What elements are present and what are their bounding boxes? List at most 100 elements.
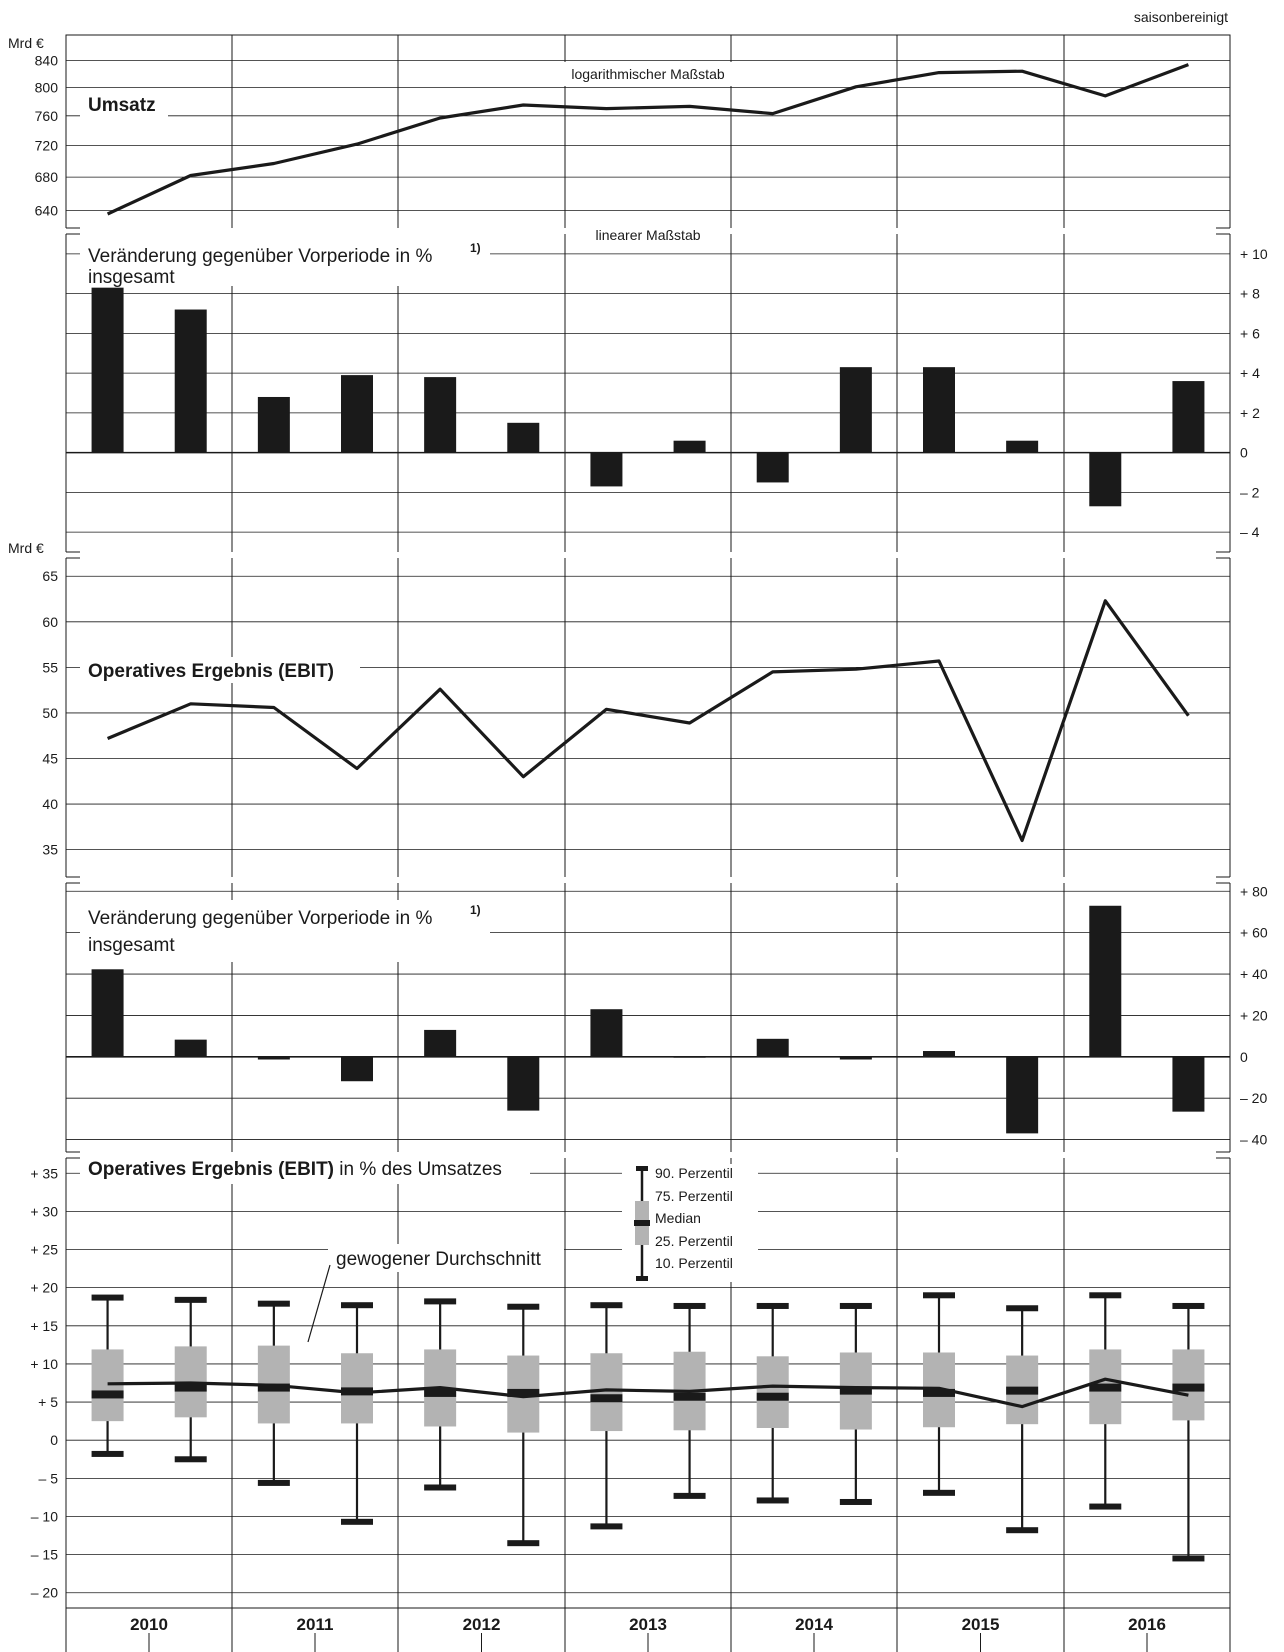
y-tick-label: – 5	[39, 1470, 59, 1486]
ebit-line	[106, 599, 1190, 843]
y-tick-label: – 20	[31, 1585, 58, 1601]
y-tick-label: 760	[35, 108, 59, 124]
legend-entry: Median	[655, 1210, 701, 1226]
year-label: 2015	[962, 1615, 1000, 1634]
y-tick-label: 40	[42, 796, 58, 812]
y-tick-label: + 15	[30, 1318, 58, 1334]
box-p10-cap	[341, 1518, 373, 1525]
change-bar	[1172, 381, 1205, 453]
panel-title: Veränderung gegenüber Vorperiode in %	[88, 246, 432, 267]
label-bg	[80, 1158, 530, 1184]
change-bar	[673, 440, 706, 453]
unit-label: Mrd €	[8, 35, 44, 51]
box-median	[507, 1388, 540, 1397]
change-bar	[1006, 440, 1039, 453]
change-bar	[424, 1029, 457, 1057]
y-tick-label: 840	[35, 53, 59, 69]
change-bar	[1089, 452, 1122, 507]
label-bg	[540, 62, 756, 86]
change-bar	[257, 396, 290, 453]
y-tick-label: + 35	[30, 1165, 58, 1181]
box-p10-cap	[756, 1497, 789, 1504]
change-bar	[174, 309, 207, 453]
y-tick-label: 640	[35, 203, 59, 219]
box-iqr	[756, 1356, 789, 1428]
box-p90-cap	[673, 1302, 706, 1309]
change-bar	[341, 1056, 373, 1082]
panel-gap	[65, 552, 1231, 558]
change-bar	[507, 422, 540, 453]
y-tick-label: + 6	[1240, 325, 1260, 341]
box-median	[756, 1392, 789, 1401]
change-bar	[839, 367, 872, 453]
box-p90-cap	[257, 1300, 290, 1307]
y-tick-label: – 15	[31, 1547, 58, 1563]
y-tick-label: – 2	[1240, 484, 1260, 500]
panel-title-suffix: in % des Umsatzes	[334, 1159, 502, 1180]
legend-entry: 75. Perzentil	[655, 1188, 733, 1204]
y-tick-label: + 20	[1240, 1007, 1268, 1023]
change-bar	[839, 1056, 872, 1060]
y-tick-label: + 8	[1240, 286, 1260, 302]
scale-label: logarithmischer Maßstab	[571, 66, 724, 82]
weighted-avg-line	[107, 1377, 1189, 1409]
box-p90-cap	[1172, 1302, 1205, 1309]
y-tick-label: 45	[42, 751, 58, 767]
change-bar	[590, 452, 623, 487]
label-bg	[80, 900, 490, 962]
note-label: saisonbereinigt	[1134, 9, 1228, 25]
y-tick-label: + 10	[30, 1356, 58, 1372]
box-median	[923, 1388, 955, 1397]
box-p90-cap	[923, 1292, 955, 1299]
year-label: 2013	[629, 1615, 667, 1634]
y-tick-label: + 25	[30, 1242, 58, 1258]
change-bar	[923, 1051, 955, 1057]
change-bar	[1172, 1056, 1205, 1112]
box-p10-cap	[424, 1484, 457, 1491]
panel-title: Veränderung gegenüber Vorperiode in %	[88, 908, 432, 929]
box-median	[673, 1392, 706, 1401]
legend-entry: 25. Perzentil	[655, 1233, 733, 1249]
box-p10-cap	[1089, 1503, 1122, 1510]
legend-entry: 90. Perzentil	[655, 1165, 733, 1181]
legend-entry: 10. Perzentil	[655, 1255, 733, 1271]
box-p10-cap	[91, 1450, 124, 1457]
unit-label: Mrd €	[8, 540, 44, 556]
change-bar	[507, 1056, 540, 1111]
box-p10-cap	[257, 1479, 290, 1486]
label-bg	[80, 657, 360, 683]
y-tick-label: + 80	[1240, 883, 1268, 899]
y-tick-label: + 5	[38, 1394, 58, 1410]
label-bg	[80, 92, 168, 118]
scale-label: linearer Maßstab	[595, 227, 700, 243]
change-bar	[673, 1056, 706, 1058]
panel-gap	[65, 228, 1231, 234]
box-median	[91, 1390, 124, 1399]
legend-p10-cap	[636, 1276, 648, 1281]
y-tick-label: – 10	[31, 1508, 58, 1524]
box-p90-cap	[424, 1298, 457, 1305]
change-bar	[1089, 905, 1122, 1057]
change-bar	[756, 1038, 789, 1057]
change-bar	[1006, 1056, 1039, 1134]
avg-pointer	[307, 1264, 331, 1343]
label-bg	[328, 1244, 564, 1272]
y-tick-label: + 40	[1240, 966, 1268, 982]
year-label: 2014	[795, 1615, 833, 1634]
box-median	[1089, 1383, 1122, 1392]
series-title: Operatives Ergebnis (EBIT)	[88, 661, 334, 682]
y-tick-label: 65	[42, 568, 58, 584]
y-tick-label: + 30	[30, 1203, 58, 1219]
y-tick-label: 35	[42, 842, 58, 858]
label-bg	[80, 230, 490, 286]
box-median	[839, 1386, 872, 1395]
change-bar	[424, 377, 457, 453]
box-p90-cap	[341, 1302, 373, 1309]
series-label: insgesamt	[88, 267, 175, 288]
change-bar	[756, 452, 789, 483]
box-median	[1172, 1383, 1205, 1392]
box-p90-cap	[174, 1296, 207, 1303]
change-bar	[923, 367, 955, 453]
year-label: 2012	[463, 1615, 501, 1634]
umsatz-line	[106, 63, 1189, 216]
